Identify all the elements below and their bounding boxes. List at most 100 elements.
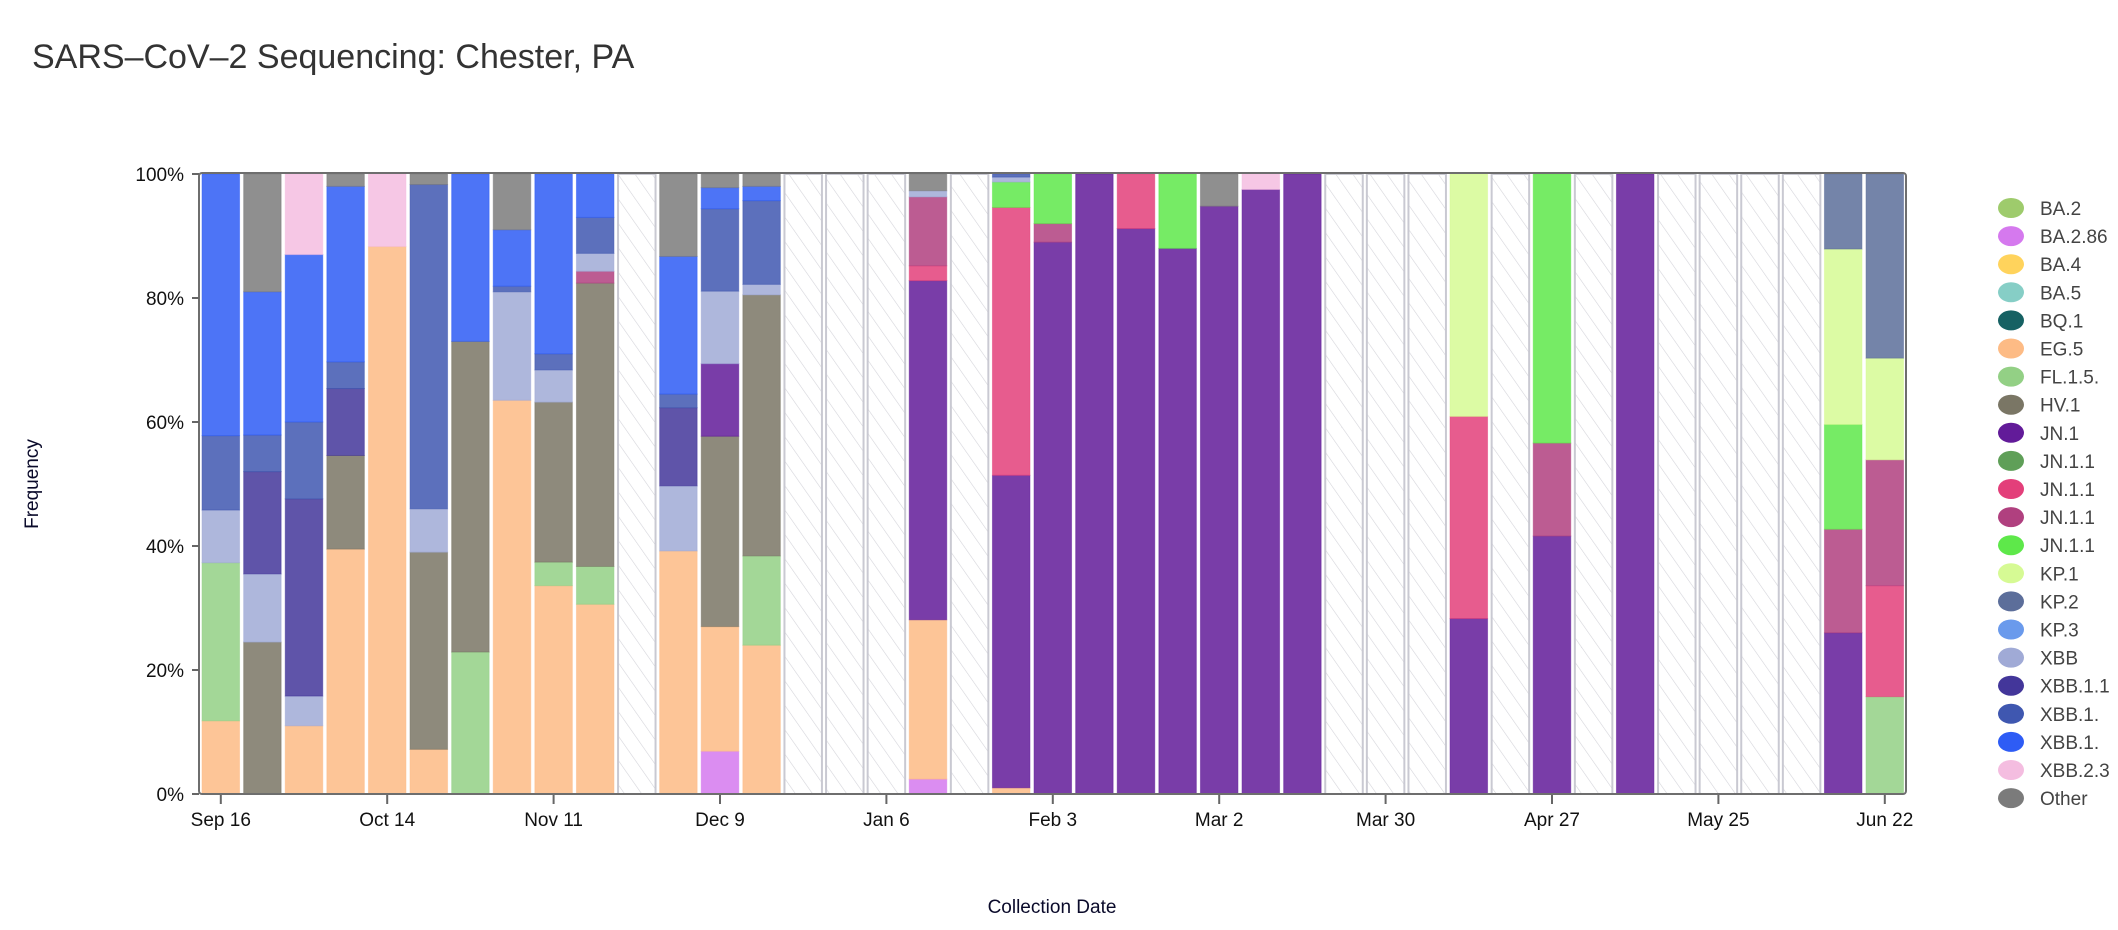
legend-item[interactable]: BA.4 (1998, 254, 2082, 276)
bar-segment[interactable] (326, 173, 365, 187)
legend-item[interactable]: XBB.2.3 (1998, 760, 2110, 782)
legend-item[interactable]: KP.2 (1998, 591, 2079, 613)
bar-segment[interactable] (409, 184, 449, 510)
bar-segment[interactable] (492, 285, 532, 293)
bar-segment[interactable] (409, 173, 449, 186)
bar-segment[interactable] (908, 778, 948, 795)
bar-segment[interactable] (1823, 423, 1863, 530)
bar-segment[interactable] (1823, 248, 1863, 425)
bar-segment[interactable] (1033, 173, 1073, 225)
bar-segment[interactable] (575, 603, 615, 795)
bar-segment[interactable] (451, 651, 490, 795)
bar-segment[interactable] (1449, 618, 1489, 795)
bar-segment[interactable] (659, 550, 698, 795)
bar-segment[interactable] (492, 229, 532, 287)
bar-segment[interactable] (326, 454, 365, 550)
bar-segment[interactable] (201, 720, 241, 795)
bar-segment[interactable] (991, 181, 1031, 208)
bar-segment[interactable] (326, 185, 365, 363)
bar-segment[interactable] (1865, 357, 1905, 461)
legend-item[interactable]: KP.3 (1998, 619, 2079, 642)
legend-item[interactable]: BQ.1 (1998, 310, 2083, 332)
legend-item[interactable]: BA.5 (1998, 282, 2081, 304)
bar-segment[interactable] (534, 369, 573, 403)
bar-segment[interactable] (700, 208, 740, 292)
bar-segment[interactable] (742, 294, 781, 557)
bar-segment[interactable] (409, 748, 449, 795)
bar-segment[interactable] (201, 562, 241, 722)
bar-segment[interactable] (1865, 585, 1905, 698)
legend-item[interactable]: JN.1.1 (1998, 535, 2095, 557)
bar-segment[interactable] (534, 353, 573, 371)
bar-segment[interactable] (326, 388, 365, 456)
bar-segment[interactable] (284, 173, 324, 256)
bar-segment[interactable] (742, 283, 781, 296)
bar-segment[interactable] (700, 290, 740, 365)
bar-segment[interactable] (492, 291, 532, 401)
bar-segment[interactable] (575, 270, 615, 284)
legend-item[interactable]: XBB (1998, 647, 2078, 670)
bar-segment[interactable] (492, 399, 532, 795)
bar-segment[interactable] (1449, 415, 1489, 620)
bar-segment[interactable] (534, 561, 573, 587)
bar-segment[interactable] (575, 216, 615, 254)
bar-segment[interactable] (700, 435, 740, 628)
bar-segment[interactable] (1199, 205, 1239, 795)
bar-segment[interactable] (1199, 173, 1239, 207)
bar-segment[interactable] (243, 434, 282, 473)
bar-segment[interactable] (1532, 442, 1572, 537)
legend-item[interactable]: EG.5 (1998, 338, 2083, 361)
bar-segment[interactable] (1865, 696, 1905, 795)
bar-segment[interactable] (492, 173, 532, 231)
bar-segment[interactable] (284, 254, 324, 423)
bar-segment[interactable] (201, 435, 241, 511)
legend-item[interactable]: BA.2 (1998, 198, 2081, 220)
bar-segment[interactable] (409, 551, 449, 750)
bar-segment[interactable] (451, 340, 490, 653)
legend-item[interactable]: XBB.1.1 (1998, 675, 2110, 698)
legend-item[interactable]: Other (1998, 788, 2088, 810)
legend-item[interactable]: BA.2.86 (1998, 226, 2108, 248)
bar-segment[interactable] (243, 573, 282, 643)
bar-segment[interactable] (534, 173, 573, 355)
legend-item[interactable]: JN.1.1 (1998, 507, 2095, 529)
bar-segment[interactable] (284, 695, 324, 727)
bar-segment[interactable] (1823, 632, 1863, 795)
legend-item[interactable]: XBB.1. (1998, 731, 2099, 754)
bar-segment[interactable] (1865, 173, 1905, 359)
legend-item[interactable]: JN.1.1 (1998, 479, 2095, 501)
bar-segment[interactable] (908, 190, 948, 198)
bar-segment[interactable] (451, 173, 490, 342)
bar-segment[interactable] (1158, 173, 1197, 249)
bar-segment[interactable] (1075, 173, 1114, 795)
bar-segment[interactable] (284, 498, 324, 697)
bar-segment[interactable] (742, 555, 781, 646)
bar-segment[interactable] (243, 641, 282, 795)
bar-segment[interactable] (575, 565, 615, 605)
bar-segment[interactable] (659, 173, 698, 257)
bar-segment[interactable] (284, 421, 324, 500)
bar-segment[interactable] (575, 173, 615, 218)
bar-segment[interactable] (908, 173, 948, 192)
legend-item[interactable]: JN.1.1 (1998, 450, 2095, 473)
bar-segment[interactable] (908, 280, 948, 621)
bar-segment[interactable] (742, 173, 781, 187)
bar-segment[interactable] (1823, 173, 1863, 250)
legend-item[interactable]: KP.1 (1998, 563, 2079, 585)
bar-segment[interactable] (742, 185, 781, 202)
bar-segment[interactable] (700, 750, 740, 795)
bar-segment[interactable] (575, 282, 615, 567)
bar-segment[interactable] (742, 644, 781, 795)
legend-item[interactable]: FL.1.5. (1998, 366, 2099, 389)
legend-item[interactable]: JN.1 (1998, 422, 2079, 445)
bar-segment[interactable] (1116, 228, 1156, 795)
bar-segment[interactable] (991, 176, 1031, 183)
bar-segment[interactable] (201, 173, 241, 437)
bar-segment[interactable] (1116, 173, 1156, 230)
bar-segment[interactable] (1532, 173, 1572, 444)
bar-segment[interactable] (409, 508, 449, 553)
bar-segment[interactable] (659, 393, 698, 409)
bar-segment[interactable] (326, 548, 365, 795)
bar-segment[interactable] (742, 200, 781, 285)
bar-segment[interactable] (1241, 189, 1281, 795)
